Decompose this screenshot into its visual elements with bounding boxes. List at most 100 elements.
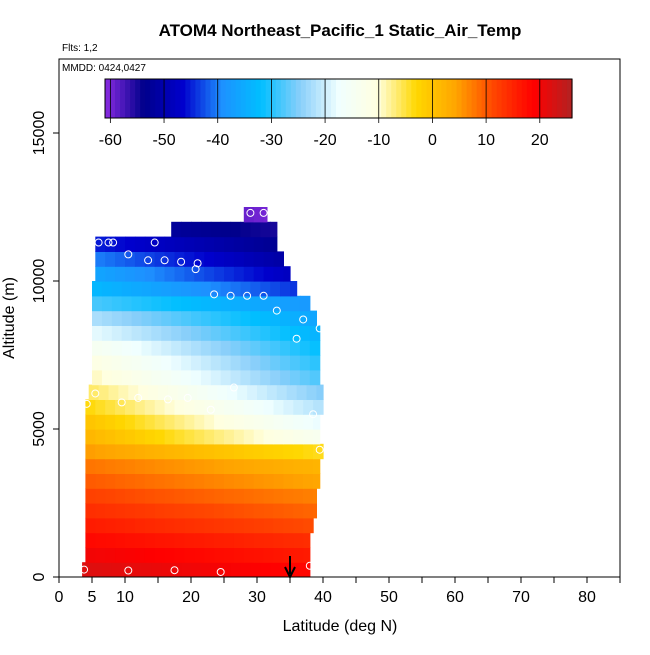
heatmap-cell	[191, 325, 202, 341]
heatmap-cell	[154, 251, 166, 267]
heatmap-cell	[121, 369, 133, 386]
heatmap-cell	[283, 414, 294, 430]
colorbar-swatch	[165, 79, 171, 118]
heatmap-cell	[214, 488, 225, 504]
colorbar-frame	[104, 78, 573, 119]
heatmap-cell	[247, 384, 258, 400]
heatmap-cell	[303, 458, 314, 474]
heatmap-cell	[95, 399, 106, 415]
heatmap-cell	[273, 458, 284, 474]
heatmap-cell	[273, 236, 278, 252]
colorbar-swatch	[155, 79, 161, 118]
heatmap-cell	[95, 429, 106, 445]
heatmap-cell	[151, 562, 162, 577]
heatmap-cell	[174, 414, 185, 430]
heatmap-cell	[191, 310, 202, 326]
heatmap-cell	[154, 547, 166, 563]
heatmap-cell	[115, 414, 126, 430]
heatmap-cell	[125, 517, 136, 534]
heatmap-cell	[270, 355, 281, 371]
colorbar-swatch	[461, 79, 468, 118]
heatmap-cell	[263, 266, 275, 282]
heatmap-cell	[184, 488, 195, 504]
heatmap-cell	[299, 369, 311, 386]
heatmap-cell	[144, 488, 156, 504]
heatmap-cell	[270, 310, 281, 326]
heatmap-cell	[240, 221, 251, 238]
heatmap-cell	[253, 429, 265, 445]
heatmap-cell	[131, 562, 143, 577]
heatmap-cell	[283, 429, 294, 445]
heatmap-cell	[115, 399, 126, 415]
heatmap-cell	[161, 325, 172, 341]
colorbar-swatch	[476, 79, 483, 118]
heatmap-cell	[131, 340, 143, 356]
heatmap-cell	[210, 355, 222, 371]
colorbar-swatch	[381, 79, 387, 118]
heatmap-cell	[273, 488, 284, 504]
colorbar-swatch	[511, 79, 518, 118]
x-axis: 0 5 10 20 30 40 50 60 70 80	[55, 577, 621, 606]
heatmap-cell	[111, 340, 123, 356]
heatmap-cell	[280, 295, 291, 312]
heatmap-cell	[214, 429, 225, 445]
heatmap-cell	[243, 547, 255, 563]
colorbar-swatch	[330, 79, 337, 118]
heatmap-cell	[273, 503, 284, 519]
heatmap-cell	[115, 547, 126, 563]
heatmap-cell	[105, 429, 116, 445]
heatmap-cell	[131, 310, 143, 326]
heatmap-cell	[115, 266, 126, 282]
heatmap-cell	[313, 443, 324, 460]
heatmap-cell	[273, 532, 284, 548]
heatmap-cell	[280, 281, 291, 297]
heatmap-cell	[303, 443, 314, 460]
heatmap-cell	[121, 310, 133, 326]
heatmap-cell	[303, 414, 314, 430]
colorbar-swatch	[210, 79, 217, 118]
colorbar-swatch	[406, 79, 412, 118]
heatmap-cell	[260, 355, 271, 371]
heatmap-cell	[194, 488, 205, 504]
heatmap-cell	[134, 443, 146, 460]
heatmap-cell	[283, 443, 294, 460]
heatmap-cell	[184, 532, 195, 548]
arrow-head	[284, 566, 296, 580]
heatmap-cell	[194, 458, 205, 474]
heatmap-cell	[263, 399, 275, 415]
colorbar-tick-label: 10	[477, 132, 495, 149]
heatmap-cell	[243, 458, 255, 474]
heatmap-cell	[214, 517, 225, 534]
heatmap-cell	[233, 266, 245, 282]
heatmap-cell	[253, 517, 265, 534]
heatmap-cell	[125, 473, 136, 489]
heatmap-cell	[204, 251, 215, 267]
heatmap-cell	[210, 221, 222, 238]
heatmap-cell	[187, 384, 199, 400]
heatmap-cell	[131, 369, 143, 386]
heatmap-cell	[243, 532, 255, 548]
colorbar-swatch	[245, 79, 252, 118]
heatmap-cell	[111, 325, 123, 341]
data-point	[104, 238, 113, 247]
heatmap-cell	[98, 384, 110, 400]
heatmap-cell	[260, 281, 271, 297]
heatmap-cell	[154, 517, 166, 534]
heatmap-cell	[95, 488, 106, 504]
heatmap-cell	[293, 429, 304, 445]
heatmap-cell	[204, 488, 215, 504]
heatmap-cell	[253, 266, 265, 282]
heatmap-cell	[125, 236, 136, 252]
heatmap-cell	[224, 488, 235, 504]
data-point	[259, 208, 268, 217]
heatmap-cell	[260, 310, 271, 326]
heatmap-cell	[230, 325, 242, 341]
heatmap-cell	[260, 221, 271, 238]
colorbar-swatch	[200, 79, 207, 118]
heatmap-cell	[243, 251, 255, 267]
data-point	[94, 238, 103, 247]
heatmap-cell	[151, 295, 162, 312]
heatmap-cell	[184, 236, 195, 252]
heatmap-cell	[224, 414, 235, 430]
heatmap-cell	[171, 325, 182, 341]
